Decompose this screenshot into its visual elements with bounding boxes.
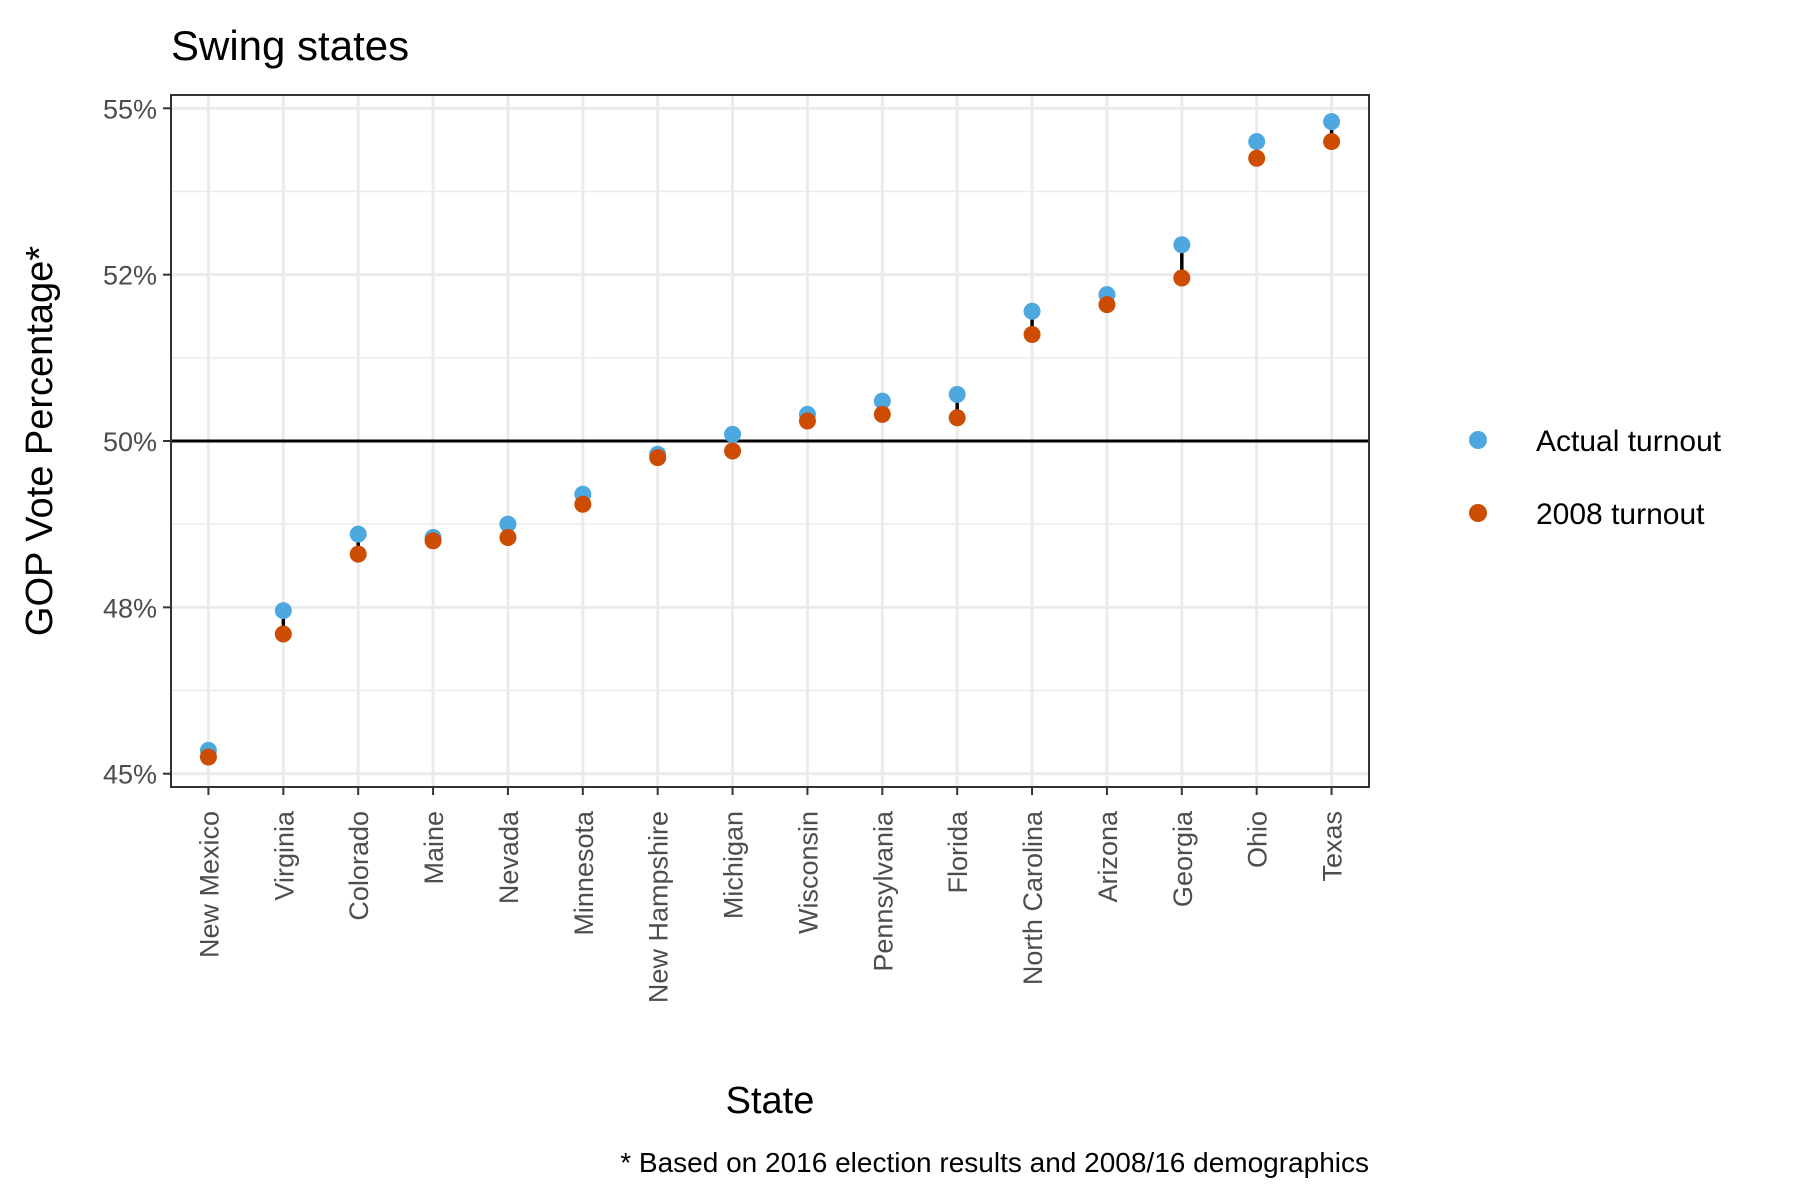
point-2008-turnout (1323, 133, 1341, 151)
point-actual-turnout (1023, 302, 1041, 320)
y-tick-label: 45% (103, 760, 157, 790)
point-actual-turnout (948, 385, 966, 403)
point-actual-turnout (1248, 133, 1266, 151)
x-tick-label: Maine (419, 811, 449, 885)
y-axis: 45% 48% 50% 52% 55% (103, 94, 171, 790)
point-2008-turnout (199, 748, 217, 766)
x-tick-label: Florida (943, 810, 973, 894)
point-2008-turnout (1023, 326, 1041, 344)
point-actual-turnout (724, 425, 742, 443)
x-tick-label: Minnesota (569, 810, 599, 936)
point-2008-turnout (274, 625, 292, 643)
point-actual-turnout (1173, 236, 1191, 254)
connectors (206, 121, 1334, 758)
x-tick-label: Texas (1318, 811, 1348, 882)
legend-key-2008-turnout (1469, 504, 1487, 522)
x-tick-label: Ohio (1243, 811, 1273, 868)
y-axis-title: GOP Vote Percentage* (19, 246, 61, 636)
point-2008-turnout (724, 442, 742, 460)
point-2008-turnout (349, 545, 367, 563)
x-tick-label: Georgia (1168, 810, 1198, 907)
legend-label: 2008 turnout (1536, 498, 1705, 531)
x-tick-label: Arizona (1093, 810, 1123, 903)
y-tick-label: 52% (103, 261, 157, 291)
point-2008-turnout (798, 412, 816, 430)
data-points (199, 113, 1341, 766)
x-tick-label: Pennsylvania (868, 810, 898, 972)
x-tick-label: New Hampshire (644, 811, 674, 1003)
y-tick-label: 48% (103, 593, 157, 623)
x-tick-label: Wisconsin (793, 811, 823, 934)
point-2008-turnout (1173, 269, 1191, 287)
point-2008-turnout (574, 495, 592, 513)
x-tick-label: Colorado (344, 811, 374, 921)
x-axis-title: State (726, 1080, 815, 1122)
chart-title: Swing states (171, 22, 409, 69)
point-actual-turnout (274, 602, 292, 620)
x-tick-label: North Carolina (1018, 810, 1048, 985)
y-tick-label: 55% (103, 94, 157, 124)
point-2008-turnout (499, 528, 517, 546)
x-tick-label: Nevada (494, 810, 524, 904)
legend-key-actual-turnout (1469, 431, 1487, 449)
point-actual-turnout (873, 392, 891, 410)
point-actual-turnout (1323, 113, 1341, 131)
x-axis: New Mexico Virginia Colorado Maine Nevada Min… (194, 787, 1348, 1003)
point-2008-turnout (424, 532, 442, 550)
point-2008-turnout (873, 405, 891, 423)
point-2008-turnout (649, 449, 667, 467)
y-tick-label: 50% (103, 427, 157, 457)
legend: Actual turnout 2008 turnout (1469, 425, 1722, 531)
point-2008-turnout (1098, 296, 1116, 314)
legend-label: Actual turnout (1536, 425, 1722, 458)
point-2008-turnout (948, 409, 966, 427)
chart-caption: * Based on 2016 election results and 200… (620, 1147, 1369, 1178)
x-tick-label: Michigan (719, 811, 749, 919)
point-actual-turnout (499, 515, 517, 533)
point-actual-turnout (349, 525, 367, 543)
point-2008-turnout (1248, 149, 1266, 167)
x-tick-label: Virginia (269, 810, 299, 901)
x-tick-label: New Mexico (194, 811, 224, 958)
